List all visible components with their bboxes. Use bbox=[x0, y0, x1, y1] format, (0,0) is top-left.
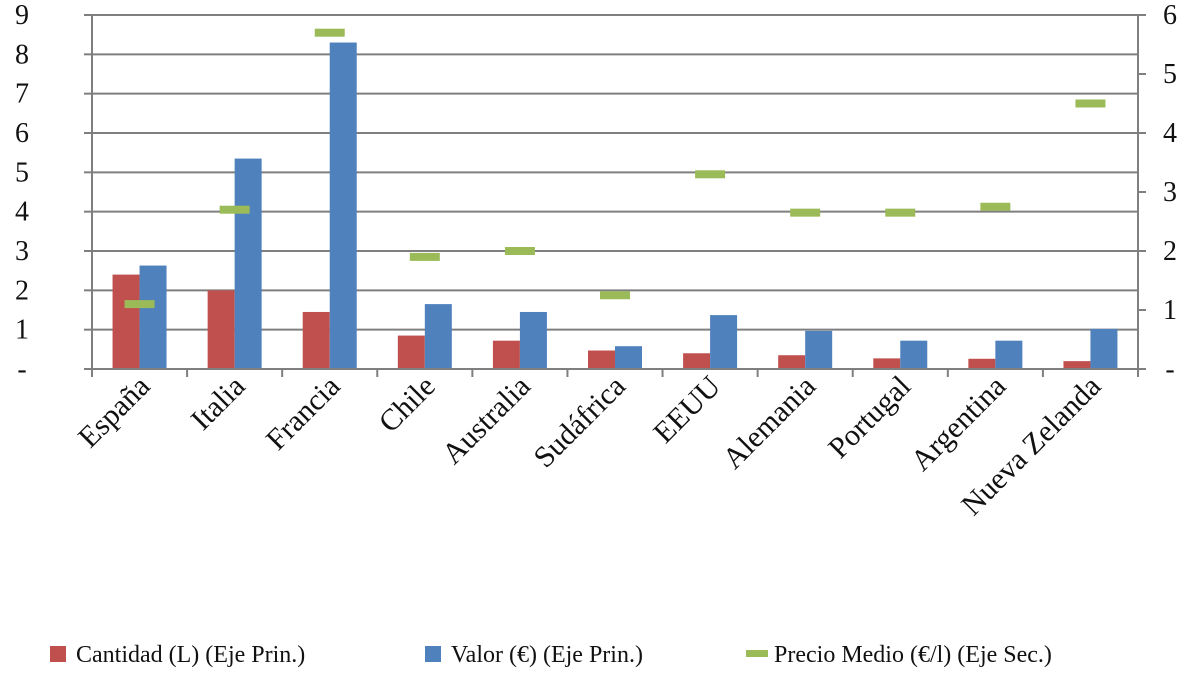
category-labels: España Italia Francia ChileAustraliaSudáfri… bbox=[72, 369, 1108, 522]
y2-tick-label: 2 bbox=[1163, 236, 1177, 267]
bar bbox=[1063, 361, 1091, 369]
y2-tick-label: - bbox=[1165, 354, 1174, 385]
category-label: Portugal bbox=[822, 370, 917, 465]
legend-label: Cantidad (L) (Eje Prin.) bbox=[76, 642, 305, 668]
bar bbox=[302, 311, 330, 369]
gridlines bbox=[92, 14, 1138, 331]
y-tick-label: 2 bbox=[15, 275, 29, 306]
price-marker bbox=[695, 170, 726, 179]
y2-tick-label: 3 bbox=[1163, 177, 1177, 208]
price-marker bbox=[885, 208, 916, 217]
bar bbox=[968, 358, 996, 369]
y-tick-label: 4 bbox=[15, 197, 29, 228]
category-label: España bbox=[72, 370, 157, 455]
price-marker bbox=[504, 247, 535, 255]
bar bbox=[778, 355, 806, 369]
price-marker bbox=[219, 205, 250, 214]
secondary-axis-ticks: - 1 2 3 4 5 6 bbox=[1163, 0, 1177, 385]
category-label: Francia bbox=[260, 370, 347, 457]
axes bbox=[84, 14, 1146, 377]
bar bbox=[139, 265, 167, 369]
y2-tick-label: 6 bbox=[1163, 0, 1177, 31]
category-label: Australia bbox=[436, 370, 537, 471]
bar bbox=[995, 340, 1023, 369]
y-tick-label: 7 bbox=[15, 79, 29, 110]
category-label: Italia bbox=[185, 370, 252, 437]
price-marker bbox=[1075, 99, 1106, 108]
price-marker bbox=[124, 300, 155, 309]
price-markers bbox=[124, 28, 1106, 309]
y-tick-label: - bbox=[17, 354, 26, 385]
legend-label: Valor (€) (Eje Prin.) bbox=[451, 642, 643, 668]
bar bbox=[1090, 328, 1118, 369]
y2-tick-label: 4 bbox=[1163, 118, 1177, 149]
y-tick-label: 3 bbox=[15, 236, 29, 267]
y2-tick-label: 1 bbox=[1163, 295, 1177, 326]
bar bbox=[683, 353, 711, 369]
price-marker bbox=[314, 28, 345, 37]
price-marker bbox=[790, 208, 821, 217]
legend-label: Precio Medio (€/l) (Eje Sec.) bbox=[774, 642, 1052, 668]
price-marker bbox=[409, 252, 440, 261]
primary-axis-ticks: - 1 2 3 4 5 6 7 8 9 bbox=[15, 0, 29, 385]
bar bbox=[492, 340, 520, 369]
legend-swatch bbox=[425, 646, 441, 662]
bar bbox=[329, 42, 357, 370]
bar bbox=[112, 274, 140, 369]
price-marker bbox=[980, 202, 1011, 211]
category-label: Chile bbox=[372, 370, 441, 439]
bar bbox=[207, 290, 235, 369]
y-tick-label: 6 bbox=[15, 118, 29, 149]
legend: Cantidad (L) (Eje Prin.) Valor (€) (Eje P… bbox=[50, 642, 1052, 668]
y-tick-label: 9 bbox=[15, 0, 29, 31]
bar bbox=[519, 311, 547, 369]
bar bbox=[710, 315, 738, 369]
legend-swatch bbox=[50, 646, 66, 662]
bar bbox=[397, 335, 425, 369]
bar bbox=[424, 304, 452, 369]
y-tick-label: 8 bbox=[15, 39, 29, 70]
bar bbox=[615, 346, 642, 369]
price-marker bbox=[600, 291, 630, 300]
category-label: EEUU bbox=[647, 369, 727, 449]
bar bbox=[873, 358, 901, 369]
bars bbox=[112, 42, 1118, 370]
bar bbox=[234, 158, 262, 369]
bar bbox=[588, 350, 615, 369]
y2-tick-label: 5 bbox=[1163, 59, 1177, 90]
category-label: Alemania bbox=[716, 370, 822, 476]
category-label: Sudáfrica bbox=[527, 370, 632, 475]
y-tick-label: 1 bbox=[15, 315, 29, 346]
y-tick-label: 5 bbox=[15, 157, 29, 188]
bar bbox=[900, 340, 928, 369]
legend-swatch bbox=[746, 650, 768, 657]
bar bbox=[805, 330, 833, 369]
